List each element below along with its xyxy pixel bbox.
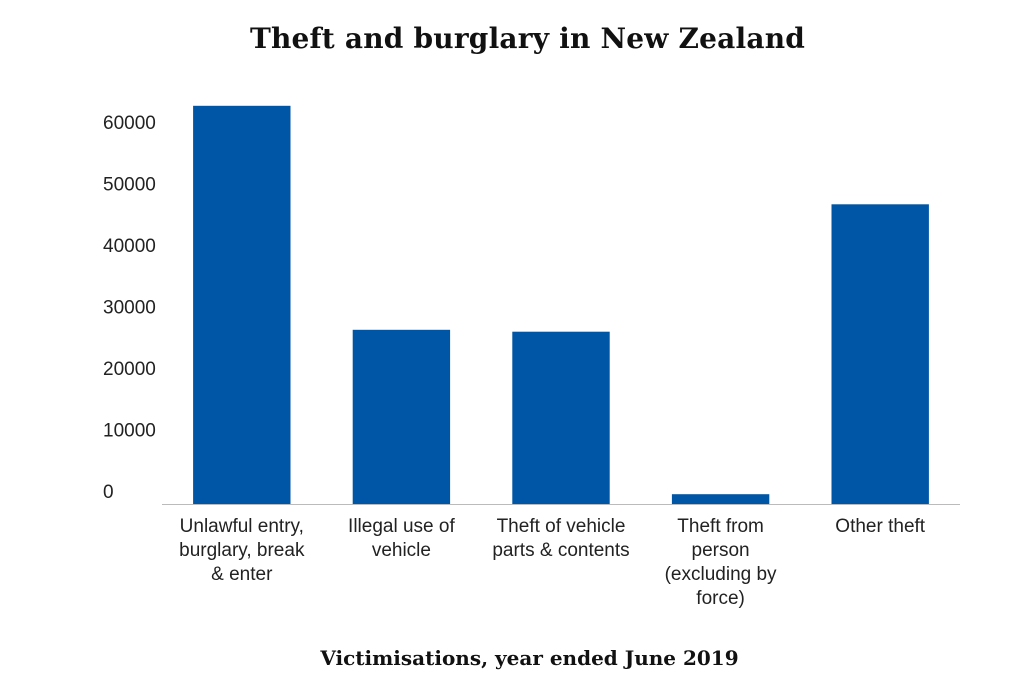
x-tick-label: person (692, 540, 750, 561)
bar (193, 105, 291, 505)
y-tick-label: 10000 (103, 421, 156, 442)
x-tick-label: Theft from (677, 516, 764, 537)
x-tick-label: & enter (211, 564, 273, 585)
bars (193, 105, 929, 505)
y-tick-label: 0 (103, 482, 114, 503)
x-tick-label: Unlawful entry, (180, 516, 304, 537)
x-axis: Unlawful entry, burglary, break & enter Ill… (162, 504, 960, 609)
x-tick-label: Illegal use of (348, 516, 455, 537)
x-tick-label: (excluding by (665, 564, 777, 585)
y-tick-label: 60000 (103, 113, 156, 134)
y-tick-label: 30000 (103, 297, 156, 318)
x-tick-label: force) (696, 588, 745, 609)
x-axis-title: Victimisations, year ended June 2019 (320, 646, 739, 670)
x-tick-label: vehicle (372, 540, 431, 561)
x-tick-label: Other theft (835, 516, 925, 537)
bar (512, 331, 610, 504)
y-axis: 0 10000 20000 30000 40000 50000 60000 (103, 113, 156, 503)
y-tick-label: 50000 (103, 174, 156, 195)
bar (352, 329, 451, 504)
x-tick-label: Theft of vehicle (497, 516, 626, 537)
bar (671, 494, 770, 504)
bar (831, 204, 929, 505)
y-tick-label: 40000 (103, 236, 156, 257)
y-tick-label: 20000 (103, 359, 156, 380)
x-tick-label: burglary, break (179, 540, 305, 561)
chart-title: Theft and burglary in New Zealand (249, 22, 806, 55)
x-tick-label: parts & contents (492, 540, 629, 561)
